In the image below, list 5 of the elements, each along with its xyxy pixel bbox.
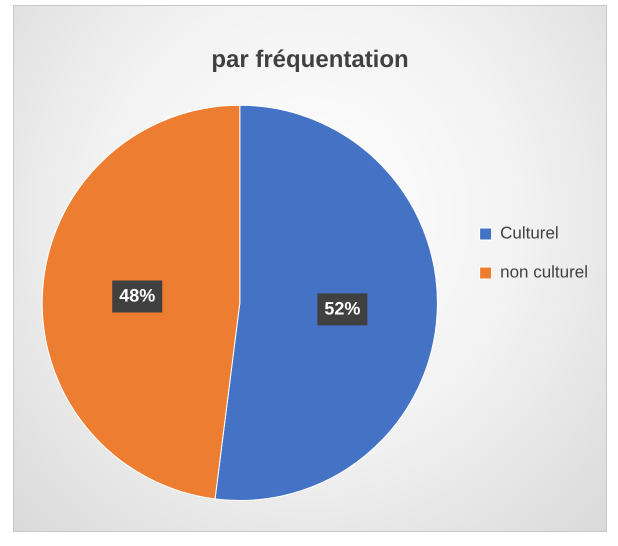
legend-label: Culturel [500,224,559,243]
chart-title: par fréquentation [211,46,409,74]
data-label: 52% [324,298,360,318]
legend-label: non culturel [500,262,588,282]
data-label: 48% [119,285,156,306]
